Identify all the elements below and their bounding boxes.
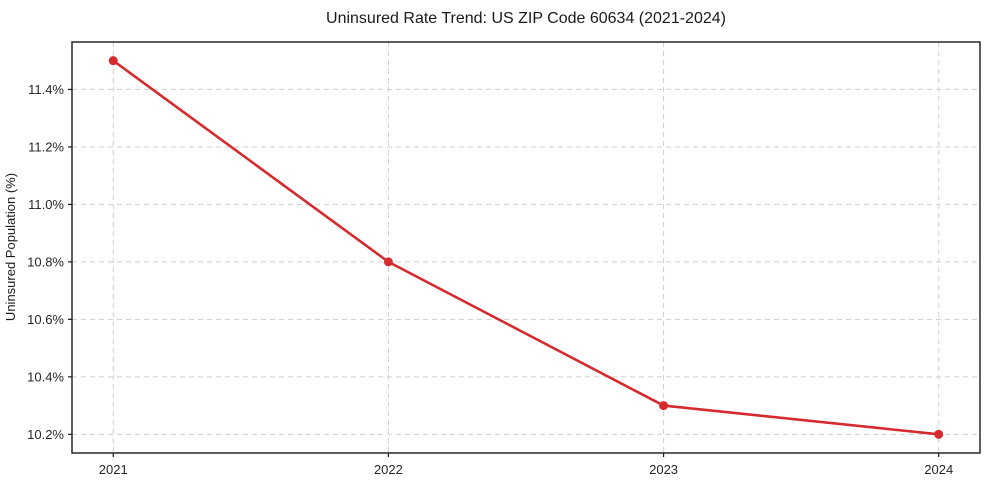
data-series-layer <box>108 56 944 439</box>
data-point-marker <box>659 401 669 411</box>
grid-layer <box>72 42 980 453</box>
trend-line <box>111 59 941 436</box>
y-tick-label: 10.6% <box>27 312 64 327</box>
data-point-marker <box>108 56 118 66</box>
data-point-marker <box>383 257 393 267</box>
y-tick-label: 10.4% <box>27 369 64 384</box>
x-tick-label: 2024 <box>924 462 953 477</box>
x-tick-label: 2022 <box>374 462 403 477</box>
plot-border <box>71 41 981 454</box>
y-tick-label: 10.2% <box>27 427 64 442</box>
chart-title: Uninsured Rate Trend: US ZIP Code 60634 … <box>326 10 726 27</box>
y-axis-label: Uninsured Population (%) <box>3 173 18 321</box>
x-tick-label: 2023 <box>649 462 678 477</box>
y-tick-label: 11.2% <box>28 139 64 154</box>
y-tick-label: 11.0% <box>28 197 64 212</box>
y-tick-label: 11.4% <box>28 82 64 97</box>
data-point-marker <box>934 429 944 439</box>
x-tick-label: 2021 <box>99 462 128 477</box>
y-tick-label: 10.8% <box>27 254 64 269</box>
axis-layer: 10.2% 10.4% 10.6% 10.8% 11.0% 11.2% 11.4% 2021 2… <box>27 82 953 477</box>
